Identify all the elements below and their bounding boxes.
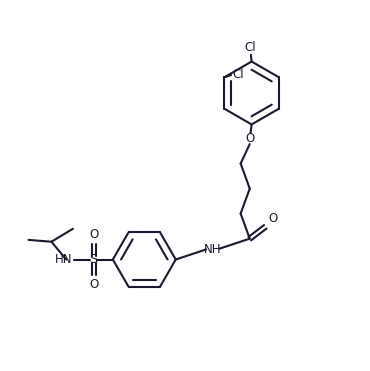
Text: O: O <box>89 228 98 241</box>
Text: O: O <box>268 212 278 225</box>
Text: O: O <box>245 132 255 145</box>
Text: S: S <box>90 253 98 266</box>
Text: HN: HN <box>55 253 73 266</box>
Text: Cl: Cl <box>244 41 256 54</box>
Text: O: O <box>89 278 98 291</box>
Text: Cl: Cl <box>232 68 244 81</box>
Text: NH: NH <box>204 243 222 256</box>
